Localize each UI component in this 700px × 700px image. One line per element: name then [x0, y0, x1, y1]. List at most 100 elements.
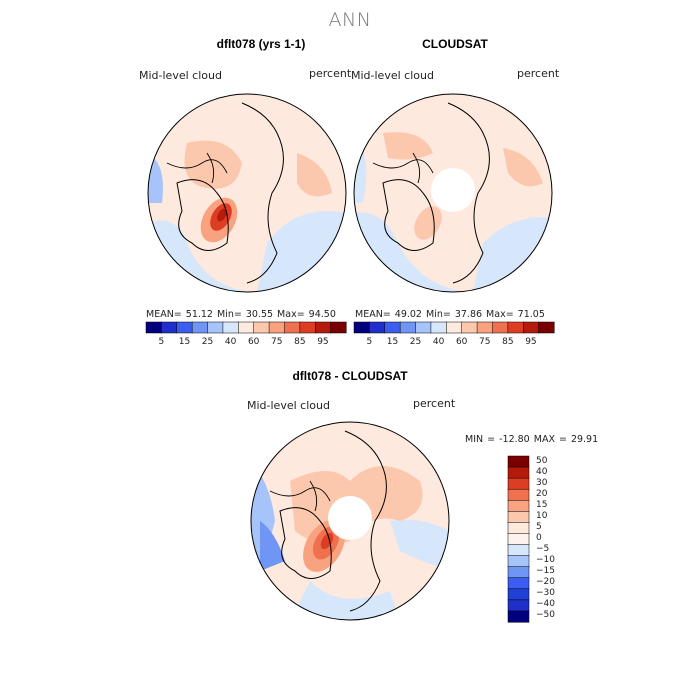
difference-colorbar-tick-label: −5 [536, 544, 550, 555]
panel1-polar-map [147, 93, 347, 293]
panel2-colorbar-swatch [353, 321, 370, 334]
panel2-no-data-pole [431, 168, 475, 212]
difference-colorbar-tick-label: 50 [536, 455, 548, 466]
difference-stats: MIN = -12.80 MAX = 29.91 [465, 434, 599, 445]
difference-colorbar-swatch [507, 466, 530, 479]
difference-no-data-pole [328, 496, 372, 540]
difference-colorbar-swatch [507, 544, 530, 557]
panel2-colorbar-swatch [492, 321, 509, 334]
difference-colorbar-swatch [507, 555, 530, 568]
panel1-coastline-greenland [176, 179, 229, 251]
panel2-colorbar-tick-label: 85 [502, 337, 514, 347]
difference-colorbar-tick-label: −50 [536, 610, 555, 621]
panel2-variable-label: Mid-level cloud [351, 69, 434, 82]
difference-colorbar-tick-label: −30 [536, 588, 555, 599]
panel1-title: dflt078 (yrs 1-1) [216, 37, 306, 51]
panel2-units-label: percent [517, 67, 560, 80]
panel2-colorbar-swatch [415, 321, 432, 334]
panel1-colorbar-swatch [284, 321, 301, 334]
panel2-colorbar-swatch [399, 321, 417, 334]
panel2-stats: MEAN= 49.02 Min= 37.86 Max= 71.05 [355, 309, 545, 320]
panel2-colorbar-swatch [507, 321, 524, 334]
panel2-colorbar-swatch [369, 321, 386, 334]
panel1-colorbar-swatch [207, 321, 224, 334]
panel1-stats: MEAN= 51.12 Min= 30.55 Max= 94.50 [146, 309, 336, 320]
panel2-colorbar-swatch [538, 321, 555, 334]
panel1-variable-label: Mid-level cloud [139, 69, 222, 82]
difference-colorbar-swatch [507, 533, 530, 546]
panel2-colorbar-tick-label: 25 [409, 337, 422, 347]
panel2-colorbar-tick-label: 95 [525, 337, 537, 347]
panel2-colorbar-tick-label: 60 [455, 337, 468, 347]
panel1-units-label: percent [309, 67, 352, 80]
difference-colorbar-tick-label: 0 [536, 533, 542, 543]
panel2-colorbar-tick-label: 5 [366, 337, 373, 347]
difference-colorbar-tick-label: 5 [536, 521, 542, 532]
difference-colorbar-tick-label: 40 [536, 466, 548, 477]
panel1-colorbar-tick-label: 95 [317, 337, 329, 347]
difference-colorbar-tick-label: 10 [536, 510, 548, 521]
difference-colorbar-swatch [507, 610, 530, 623]
panel1-colorbar-swatch [253, 321, 270, 334]
difference-polar-map [250, 421, 450, 621]
difference-colorbar-swatch [507, 599, 530, 612]
panel2-coastline-eurasia [447, 102, 490, 284]
panel2-coastline-greenland [382, 179, 435, 251]
panel1-colorbar-tick-label: 5 [158, 337, 165, 347]
difference-colorbar-tick-label: −10 [536, 555, 555, 566]
panel2-colorbar-swatch [522, 321, 540, 334]
panel1-colorbar-swatch [299, 321, 316, 334]
panel1-colorbar-tick-label: 25 [201, 337, 214, 347]
figure-title: ANN [328, 9, 372, 31]
difference-colorbar-swatch [507, 455, 530, 468]
difference-negative-region [251, 461, 275, 581]
difference-coastline-greenland [279, 507, 332, 579]
difference-colorbar-swatch [507, 566, 530, 579]
panel1-colorbar-swatch [314, 321, 332, 334]
difference-coastline-eurasia [344, 430, 387, 612]
panel2-polar-map [353, 93, 553, 293]
panel2-colorbar-swatch [476, 321, 494, 334]
panel1-colorbar-tick-label: 60 [247, 337, 260, 347]
panel1-colorbar-swatch [268, 321, 286, 334]
panel1-colorbar-tick-label: 40 [224, 337, 237, 347]
difference-title: dflt078 - CLOUDSAT [292, 369, 408, 383]
difference-colorbar-swatch [507, 477, 530, 490]
panel1-colorbar [145, 321, 347, 334]
difference-colorbar [507, 455, 530, 623]
panel1-colorbar-swatch [330, 321, 347, 334]
panel2-colorbar-swatch [384, 321, 401, 334]
panel1-colorbar-tick-label: 15 [178, 337, 191, 347]
panel2-colorbar-tick-label: 15 [386, 337, 399, 347]
panel1-colorbar-swatch [191, 321, 209, 334]
difference-colorbar-tick-label: 30 [536, 477, 548, 488]
panel2-title: CLOUDSAT [422, 37, 488, 51]
difference-colorbar-swatch [507, 588, 530, 601]
panel2-colorbar-swatch [446, 321, 463, 334]
difference-colorbar-tick-label: 15 [536, 499, 548, 510]
panel1-coastline-eurasia [241, 102, 284, 284]
difference-colorbar-tick-label: −15 [536, 566, 555, 577]
difference-colorbar-tick-label: −40 [536, 599, 555, 610]
panel2-colorbar-tick-label: 40 [432, 337, 445, 347]
difference-colorbar-swatch [507, 500, 530, 512]
panel1-colorbar-tick-label: 75 [271, 337, 283, 347]
difference-colorbar-swatch [507, 511, 530, 523]
difference-variable-label: Mid-level cloud [247, 399, 330, 412]
difference-colorbar-tick-label: 20 [536, 488, 548, 499]
difference-colorbar-swatch [507, 488, 530, 501]
panel1-colorbar-swatch [176, 321, 193, 334]
difference-colorbar-swatch [507, 577, 530, 590]
panel1-colorbar-swatch [161, 321, 178, 334]
panel1-colorbar-tick-label: 85 [294, 337, 306, 347]
difference-colorbar-swatch [507, 522, 530, 535]
panel1-colorbar-swatch [145, 321, 162, 334]
panel2-colorbar-swatch [430, 321, 447, 334]
panel1-colorbar-swatch [238, 321, 255, 334]
difference-units-label: percent [413, 397, 456, 410]
panel2-colorbar-swatch [461, 321, 478, 334]
panel2-colorbar [353, 321, 555, 334]
difference-colorbar-tick-label: −20 [536, 577, 555, 588]
panel2-colorbar-tick-label: 75 [479, 337, 491, 347]
panel1-colorbar-swatch [222, 321, 239, 334]
